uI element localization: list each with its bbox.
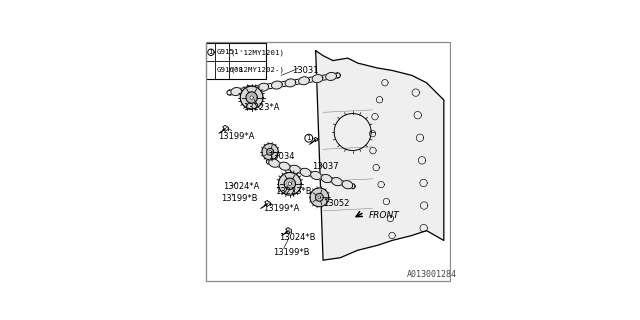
Polygon shape <box>278 172 301 195</box>
Polygon shape <box>279 162 290 170</box>
Text: 13199*B: 13199*B <box>273 248 310 257</box>
Polygon shape <box>269 150 271 153</box>
Polygon shape <box>310 172 321 180</box>
Polygon shape <box>290 165 300 173</box>
Text: ('12MY1202-): ('12MY1202-) <box>230 67 284 73</box>
Polygon shape <box>258 83 269 91</box>
Polygon shape <box>246 92 257 103</box>
Text: 13199*B: 13199*B <box>221 194 257 203</box>
Text: 13052: 13052 <box>323 199 349 208</box>
Polygon shape <box>244 85 255 93</box>
Text: 13024*A: 13024*A <box>223 182 260 191</box>
Polygon shape <box>316 193 323 201</box>
Polygon shape <box>312 75 323 83</box>
Polygon shape <box>288 182 291 186</box>
Text: G91608: G91608 <box>216 67 243 73</box>
Text: 1: 1 <box>307 135 311 141</box>
Polygon shape <box>284 178 296 189</box>
Text: A013001284: A013001284 <box>407 270 457 279</box>
Polygon shape <box>262 144 278 160</box>
Polygon shape <box>299 77 309 85</box>
FancyBboxPatch shape <box>206 43 266 79</box>
Text: FRONT: FRONT <box>369 211 399 220</box>
Polygon shape <box>318 196 321 199</box>
Text: 13031: 13031 <box>292 66 319 75</box>
Polygon shape <box>250 96 253 99</box>
Text: (-'12MY1201): (-'12MY1201) <box>230 49 284 55</box>
Text: 1: 1 <box>209 49 213 55</box>
Text: 13034: 13034 <box>268 152 294 161</box>
Polygon shape <box>271 81 282 89</box>
Text: 13024*B: 13024*B <box>279 234 316 243</box>
Text: 13199*A: 13199*A <box>218 132 255 141</box>
Polygon shape <box>321 174 332 183</box>
Polygon shape <box>231 88 242 95</box>
Polygon shape <box>285 79 296 87</box>
Polygon shape <box>300 168 311 176</box>
Text: 13037: 13037 <box>312 162 339 171</box>
Polygon shape <box>269 159 280 167</box>
Text: 13199*A: 13199*A <box>262 204 299 213</box>
Polygon shape <box>332 178 342 186</box>
Polygon shape <box>326 72 337 80</box>
Polygon shape <box>267 148 273 155</box>
Polygon shape <box>316 51 444 260</box>
Text: 13223*B: 13223*B <box>275 187 312 196</box>
Polygon shape <box>240 86 263 109</box>
Text: 13223*A: 13223*A <box>243 103 280 112</box>
Text: G9151: G9151 <box>216 49 239 55</box>
Polygon shape <box>310 188 329 207</box>
Polygon shape <box>342 180 353 189</box>
